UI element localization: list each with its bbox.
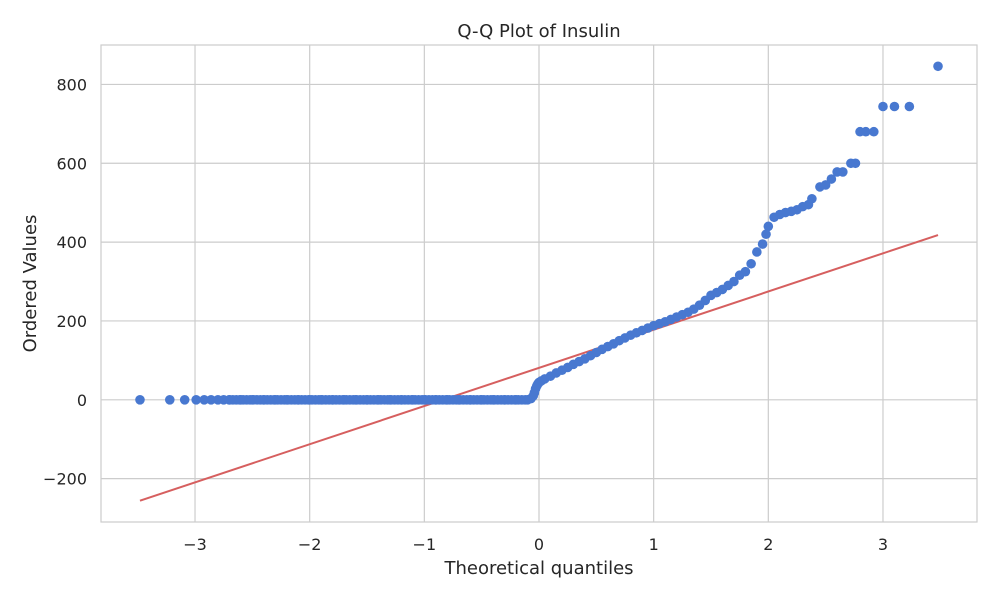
grid: [101, 45, 977, 522]
data-point: [757, 239, 768, 249]
data-point: [838, 167, 848, 177]
tick-labels: −3 −2 −1 0 1 2 3 −200 0 200 400 600 800: [43, 75, 888, 554]
fit-line: [139, 234, 939, 502]
x-tick-label: 3: [878, 535, 888, 554]
data-point: [860, 126, 871, 137]
data-point: [179, 394, 190, 405]
y-tick-label: 800: [56, 75, 87, 94]
x-axis-label: Theoretical quantiles: [443, 558, 633, 579]
data-point: [820, 180, 831, 190]
x-tick-label: 0: [534, 535, 544, 554]
y-tick-label: 600: [56, 154, 87, 173]
y-tick-label: 400: [56, 233, 87, 252]
data-point: [763, 221, 774, 232]
data-point: [826, 174, 837, 184]
data-point: [752, 247, 762, 257]
data-point: [164, 394, 175, 405]
x-tick-label: 1: [649, 535, 659, 554]
fit-line-layer: [139, 234, 939, 502]
data-point: [761, 229, 771, 240]
x-tick-label: −1: [413, 535, 437, 554]
data-point: [869, 126, 879, 137]
data-point: [191, 394, 201, 405]
x-tick-label: −2: [298, 535, 322, 554]
x-tick-label: 2: [763, 535, 773, 554]
y-axis-label: Ordered Values: [20, 215, 41, 353]
data-point: [206, 394, 216, 405]
plot-frame: [100, 44, 978, 523]
data-point: [520, 394, 531, 405]
data-point: [729, 276, 739, 287]
data-point: [878, 101, 888, 112]
y-tick-label: 200: [56, 312, 87, 331]
data-point: [746, 258, 756, 269]
data-point: [135, 394, 145, 405]
data-point: [740, 266, 751, 277]
x-tick-label: −3: [183, 535, 207, 554]
data-point: [904, 101, 915, 112]
data-point: [807, 193, 817, 204]
data-point: [850, 158, 861, 169]
y-tick-label: 0: [77, 391, 87, 410]
y-tick-label: −200: [43, 470, 87, 489]
data-point: [889, 101, 900, 112]
chart-title: Q-Q Plot of Insulin: [457, 21, 620, 42]
data-point: [933, 61, 943, 72]
data-point: [199, 394, 209, 405]
points-layer: [135, 61, 943, 405]
